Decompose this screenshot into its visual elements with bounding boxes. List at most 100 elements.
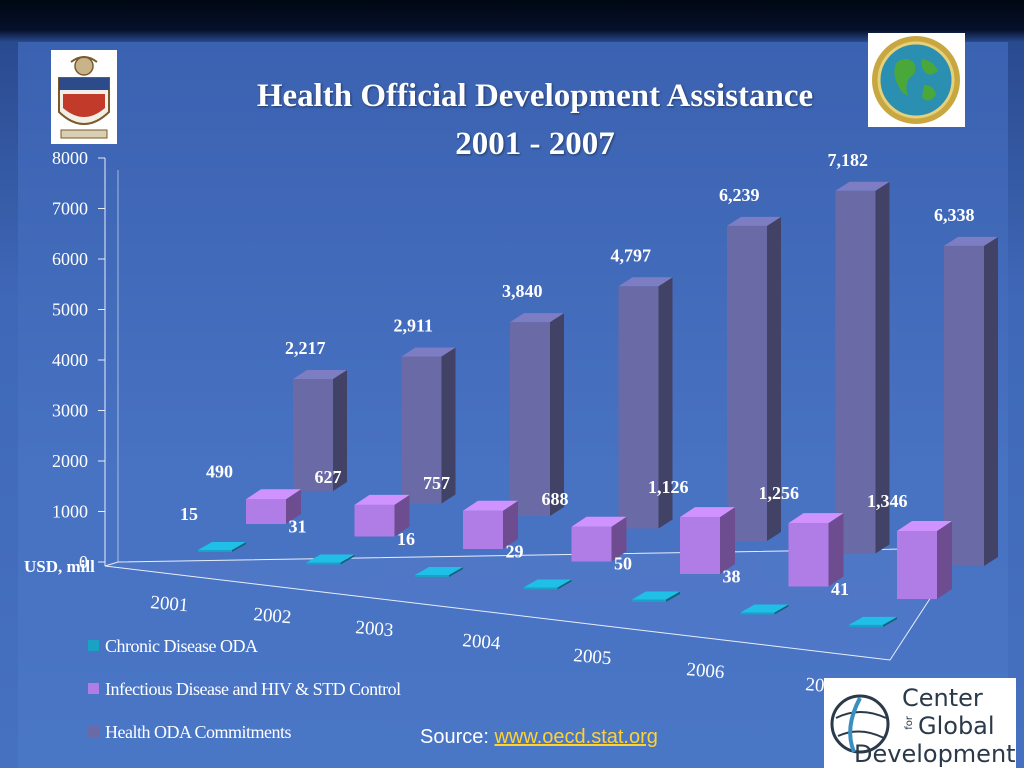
bar-0-2001	[198, 542, 246, 552]
bar-front-face	[523, 587, 558, 590]
cgd-logo-line3: Development	[854, 740, 1016, 768]
bar-top-face	[571, 516, 627, 527]
bar-front-face	[727, 225, 767, 542]
x-category-label: 2005	[573, 645, 613, 669]
data-label: 6,338	[934, 205, 975, 225]
bar-front-face	[740, 612, 775, 615]
x-category-label: 2006	[686, 659, 726, 683]
bar-0-2007	[849, 616, 897, 627]
x-category-label: 2001	[150, 592, 190, 616]
y-tick-label: 5000	[52, 300, 88, 320]
bar-top-face	[523, 579, 572, 588]
bar-side-face	[883, 616, 897, 627]
legend-label: Health ODA Commitments	[105, 722, 292, 742]
bar-side-face	[720, 507, 735, 574]
x-category-label: 2004	[462, 630, 502, 654]
bar-side-face	[550, 313, 564, 516]
data-label: 7,182	[828, 150, 869, 170]
data-label: 6,239	[719, 185, 760, 205]
y-tick-label: 3000	[52, 401, 88, 421]
bar-side-face	[875, 181, 890, 554]
bar-top-face	[246, 489, 301, 500]
bar-top-face	[618, 277, 673, 287]
bar-side-face	[394, 494, 410, 537]
bar-side-face	[774, 604, 789, 615]
university-crest-logo	[51, 50, 117, 144]
bar-1-2003	[463, 500, 518, 549]
data-label: 31	[289, 517, 307, 537]
bar-2-2003	[510, 313, 564, 516]
bar-front-face	[354, 504, 395, 537]
bar-side-face	[611, 516, 627, 562]
legend-swatch	[88, 640, 99, 651]
bar-1-2006	[788, 513, 844, 587]
bar-2-2004	[618, 277, 673, 529]
data-label: 41	[831, 579, 849, 599]
bar-side-face	[666, 591, 680, 602]
data-label: 16	[397, 529, 415, 549]
bar-top-face	[897, 521, 952, 532]
legend-swatch	[88, 683, 99, 694]
bar-front-face	[463, 510, 503, 549]
bar-1-2007	[897, 521, 952, 599]
y-axis-unit-label: USD, mill	[24, 557, 95, 576]
globe-seal-logo	[868, 33, 965, 127]
center-for-global-development-logo: Center for Global Development	[824, 678, 1016, 768]
bar-top-face	[354, 494, 410, 505]
bar-side-face	[441, 347, 456, 504]
bar-front-face	[571, 526, 612, 562]
y-tick-label: 8000	[52, 148, 88, 168]
bar-front-face	[510, 322, 550, 516]
data-label: 29	[506, 542, 524, 562]
legend-item-chronic-disease: Chronic Disease ODA	[88, 636, 258, 657]
data-label: 627	[315, 467, 342, 487]
bar-2-2007	[944, 236, 998, 566]
data-label: 50	[614, 553, 632, 573]
bar-front-face	[897, 531, 937, 599]
data-label: 38	[723, 567, 741, 587]
bar-side-face	[767, 216, 781, 542]
bar-top-face	[835, 181, 890, 191]
bar-top-face	[632, 591, 680, 600]
data-label: 2,911	[394, 315, 434, 335]
legend-label: Infectious Disease and HIV & STD Control	[105, 679, 401, 699]
bar-top-face	[415, 567, 463, 575]
legend-swatch	[88, 726, 99, 737]
bar-front-face	[293, 379, 333, 491]
bar-side-face	[828, 513, 844, 587]
bar-0-2005	[632, 591, 680, 602]
bar-top-face	[680, 507, 735, 518]
bar-front-face	[944, 245, 984, 566]
source-prefix: Source:	[420, 726, 495, 748]
chart-title: Health Official Development Assistance	[256, 78, 814, 114]
bar-2-2001	[293, 370, 347, 491]
y-tick-label: 0	[79, 552, 88, 572]
chart-subtitle: 2001 - 2007	[455, 126, 615, 162]
bar-side-face	[449, 567, 463, 577]
data-label: 3,840	[502, 281, 543, 301]
data-label: 688	[542, 489, 569, 509]
data-label: 15	[180, 504, 198, 524]
bar-side-face	[984, 236, 998, 566]
bar-0-2002	[306, 554, 355, 565]
bar-side-face	[286, 489, 301, 524]
source-link[interactable]: www.oecd.stat.org	[494, 726, 658, 748]
bar-0-2003	[415, 567, 463, 577]
bar-top-face	[740, 604, 789, 613]
bar-2-2005	[727, 216, 781, 542]
bar-top-face	[944, 236, 998, 246]
legend-label: Chronic Disease ODA	[105, 636, 258, 656]
bar-front-face	[849, 624, 883, 627]
bar-top-face	[198, 542, 246, 550]
bar-side-face	[503, 500, 518, 549]
bar-front-face	[401, 356, 442, 504]
bar-front-face	[835, 190, 876, 554]
bar-front-face	[618, 286, 659, 529]
legend-item-infectious-disease: Infectious Disease and HIV & STD Control	[88, 679, 401, 700]
bar-front-face	[198, 550, 232, 552]
data-label: 4,797	[611, 245, 652, 265]
y-tick-label: 4000	[52, 350, 88, 370]
bar-top-face	[788, 513, 844, 524]
y-tick-label: 6000	[52, 249, 88, 269]
